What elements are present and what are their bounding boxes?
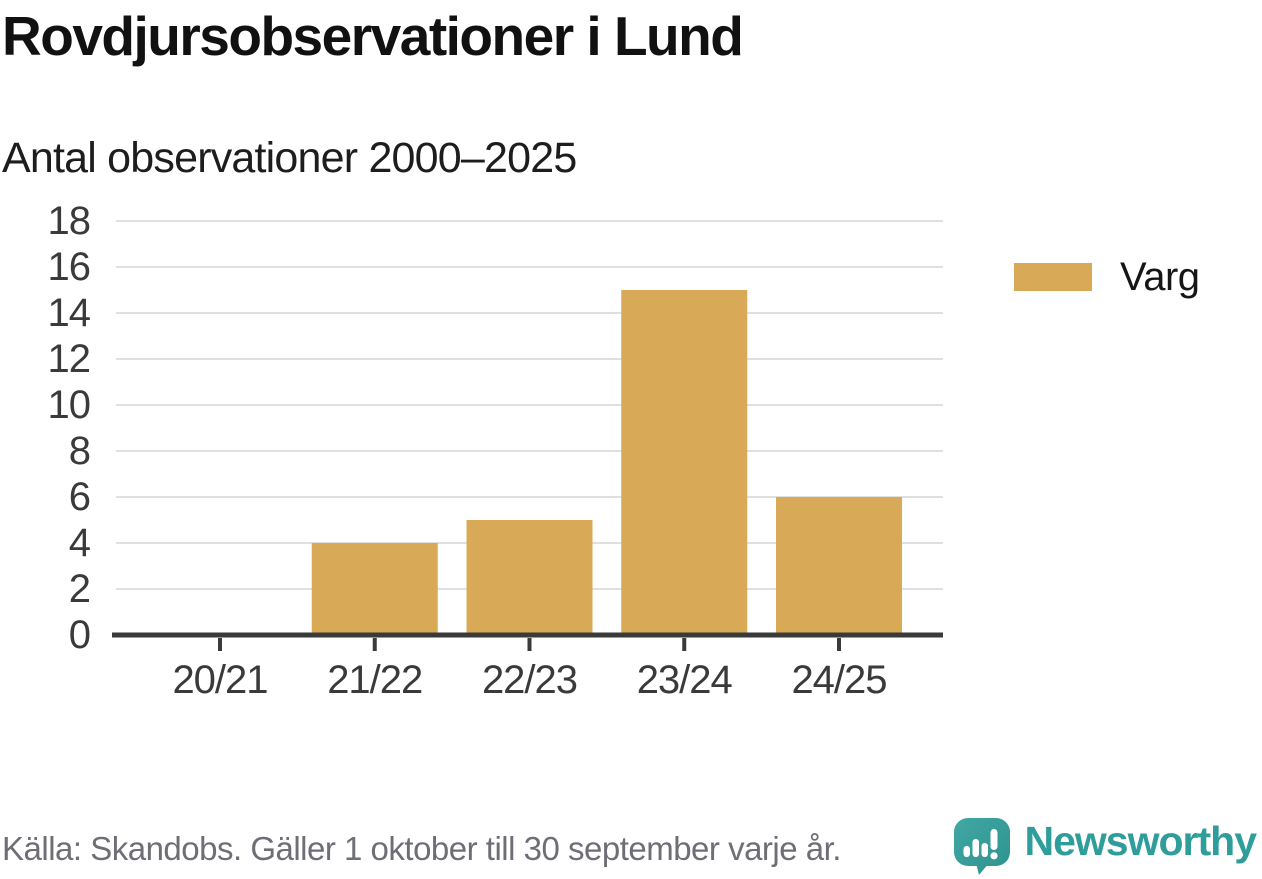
y-tick-label-0: 0	[69, 613, 90, 657]
newsworthy-wordmark: Newsworthy	[1024, 817, 1257, 864]
y-tick-label-12: 12	[48, 337, 91, 381]
y-tick-label-16: 16	[48, 245, 91, 289]
x-tick-label-22/23: 22/23	[482, 658, 577, 702]
x-tick-label-21/22: 21/22	[327, 658, 422, 702]
y-tick-label-2: 2	[69, 567, 90, 611]
source-note: Källa: Skandobs. Gäller 1 oktober till 3…	[2, 830, 841, 867]
bar-24/25[interactable]	[776, 497, 902, 635]
legend-label-varg: Varg	[1120, 254, 1200, 299]
x-tick-label-24/25: 24/25	[791, 658, 886, 702]
bar-23/24[interactable]	[621, 290, 748, 635]
y-tick-label-8: 8	[69, 429, 90, 473]
chart-legend: Varg	[950, 255, 1200, 299]
y-tick-label-18: 18	[48, 200, 91, 243]
y-tick-label-14: 14	[48, 291, 91, 335]
legend-swatch-varg[interactable]	[1014, 263, 1092, 291]
y-tick-label-10: 10	[48, 383, 91, 427]
y-tick-label-4: 4	[69, 521, 91, 565]
bar-21/22[interactable]	[311, 543, 438, 635]
x-tick-label-23/24: 23/24	[637, 658, 733, 702]
page-title: Rovdjursobservationer i Lund	[2, 5, 744, 67]
newsworthy-bubble-chart-icon	[953, 818, 1010, 875]
bar-22/23[interactable]	[466, 520, 593, 635]
footer: Källa: Skandobs. Gäller 1 oktober till 3…	[2, 817, 1257, 875]
y-tick-label-6: 6	[69, 475, 90, 519]
newsworthy-logo[interactable]: Newsworthy	[953, 817, 1257, 875]
x-tick-label-20/21: 20/21	[172, 658, 267, 702]
chart-subtitle: Antal observationer 2000–2025	[2, 134, 577, 182]
chart-area: 20/21 21/22 22/23 23/24 24/25 0 2 4 6 8 10 12 14 16 18…	[0, 200, 1262, 710]
